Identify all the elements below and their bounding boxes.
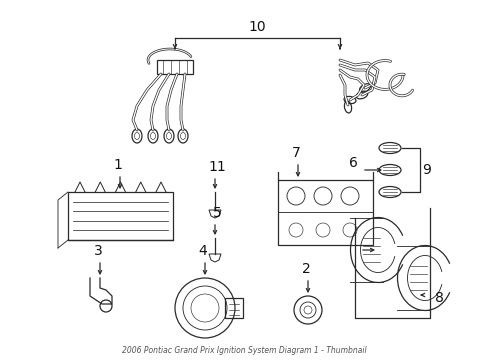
Text: 2006 Pontiac Grand Prix Ignition System Diagram 1 - Thumbnail: 2006 Pontiac Grand Prix Ignition System … bbox=[122, 346, 366, 355]
Text: 11: 11 bbox=[208, 160, 225, 174]
Text: 5: 5 bbox=[212, 206, 221, 220]
Text: 8: 8 bbox=[434, 291, 443, 305]
Text: 2: 2 bbox=[301, 262, 310, 276]
Text: 6: 6 bbox=[348, 156, 357, 170]
Bar bbox=[157, 60, 193, 74]
Text: 4: 4 bbox=[198, 244, 207, 258]
Text: 9: 9 bbox=[421, 163, 430, 177]
Text: 7: 7 bbox=[291, 146, 300, 160]
Bar bbox=[68, 192, 173, 240]
Bar bbox=[224, 298, 243, 318]
Text: 1: 1 bbox=[113, 158, 122, 172]
Text: 10: 10 bbox=[248, 20, 265, 34]
Bar bbox=[278, 180, 372, 245]
Text: 3: 3 bbox=[93, 244, 102, 258]
